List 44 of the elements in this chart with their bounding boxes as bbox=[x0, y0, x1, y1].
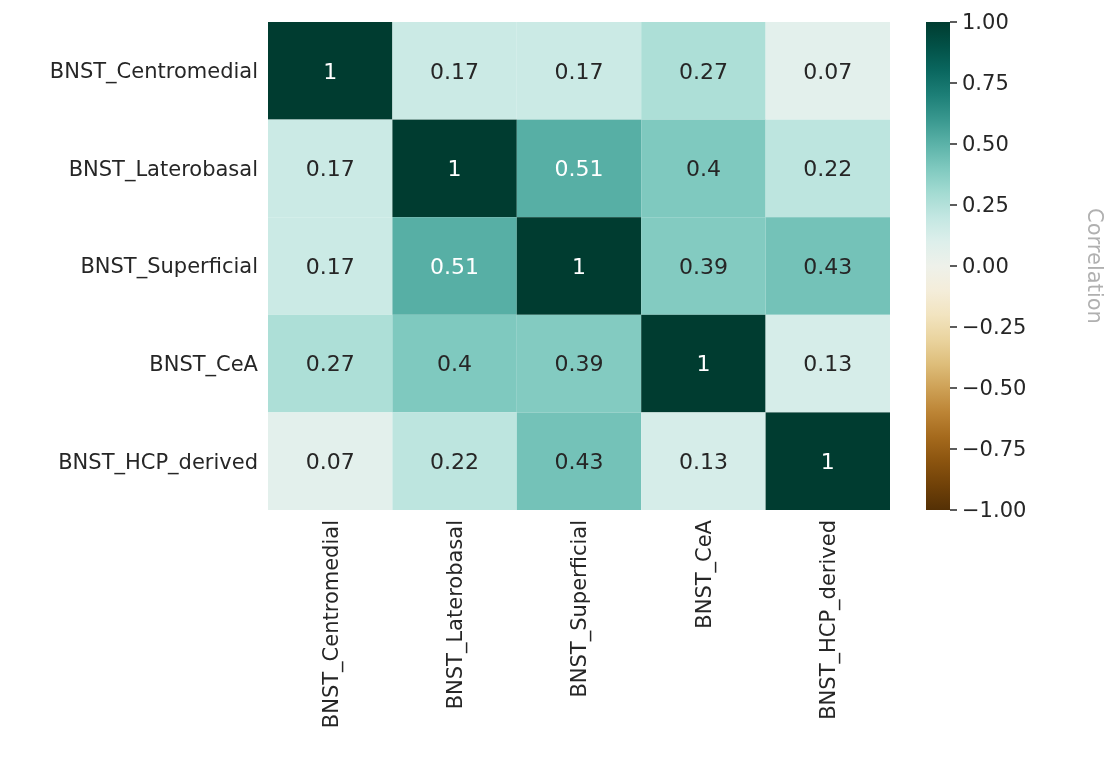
data-label: 0.27 bbox=[305, 351, 355, 377]
y-tick-label: BNST_HCP_derived bbox=[58, 449, 258, 475]
data-label: 0.17 bbox=[305, 156, 355, 182]
data-label: 0.39 bbox=[678, 253, 728, 279]
y-tick-label: BNST_CeA bbox=[149, 351, 259, 377]
color-bar-label: 0.25 bbox=[962, 193, 1009, 218]
x-tick-label: BNST_Laterobasal bbox=[442, 520, 468, 710]
color-bar-label: 0.00 bbox=[962, 254, 1009, 279]
x-tick-label: BNST_HCP_derived bbox=[816, 520, 842, 720]
data-label: 1 bbox=[572, 253, 586, 279]
data-label: 0.51 bbox=[430, 253, 480, 279]
data-label: 0.43 bbox=[803, 253, 853, 279]
color-bar-title: Correlation bbox=[1082, 208, 1107, 324]
y-tick-label: BNST_Laterobasal bbox=[68, 156, 258, 182]
y-tick-label: BNST_Superficial bbox=[80, 254, 258, 280]
data-label: 0.43 bbox=[554, 448, 604, 474]
color-bar-label: −0.50 bbox=[962, 376, 1027, 401]
color-bar-label: 0.50 bbox=[962, 132, 1009, 157]
data-label: 0.17 bbox=[554, 58, 604, 84]
data-label: 0.4 bbox=[437, 351, 473, 377]
color-bar-label: 1.00 bbox=[962, 10, 1009, 35]
data-label: 0.13 bbox=[678, 448, 728, 474]
x-tick-label: BNST_Superficial bbox=[567, 520, 593, 698]
data-label: 0.51 bbox=[554, 156, 604, 182]
data-label: 0.22 bbox=[430, 448, 480, 474]
data-label: 0.39 bbox=[554, 351, 604, 377]
data-label: 0.17 bbox=[430, 58, 480, 84]
data-label: 1 bbox=[696, 351, 711, 377]
data-label: 0.4 bbox=[685, 156, 721, 182]
color-bar-label: −1.00 bbox=[962, 498, 1027, 523]
data-label: 1 bbox=[820, 448, 835, 474]
data-label: 0.17 bbox=[305, 253, 355, 279]
x-tick-label: BNST_CeA bbox=[691, 519, 717, 629]
data-label: 1 bbox=[323, 58, 338, 84]
color-bar-label: 0.75 bbox=[962, 71, 1009, 96]
data-label: 0.13 bbox=[803, 351, 853, 377]
data-label: 0.22 bbox=[803, 156, 853, 182]
data-label: 0.27 bbox=[678, 58, 728, 84]
data-label: 1 bbox=[447, 156, 462, 182]
color-bar-label: −0.25 bbox=[962, 315, 1027, 340]
data-label: 0.07 bbox=[803, 58, 853, 84]
data-label: 0.07 bbox=[305, 448, 355, 474]
y-tick-label: BNST_Centromedial bbox=[49, 59, 258, 85]
color-bar-label: −0.75 bbox=[962, 437, 1027, 462]
